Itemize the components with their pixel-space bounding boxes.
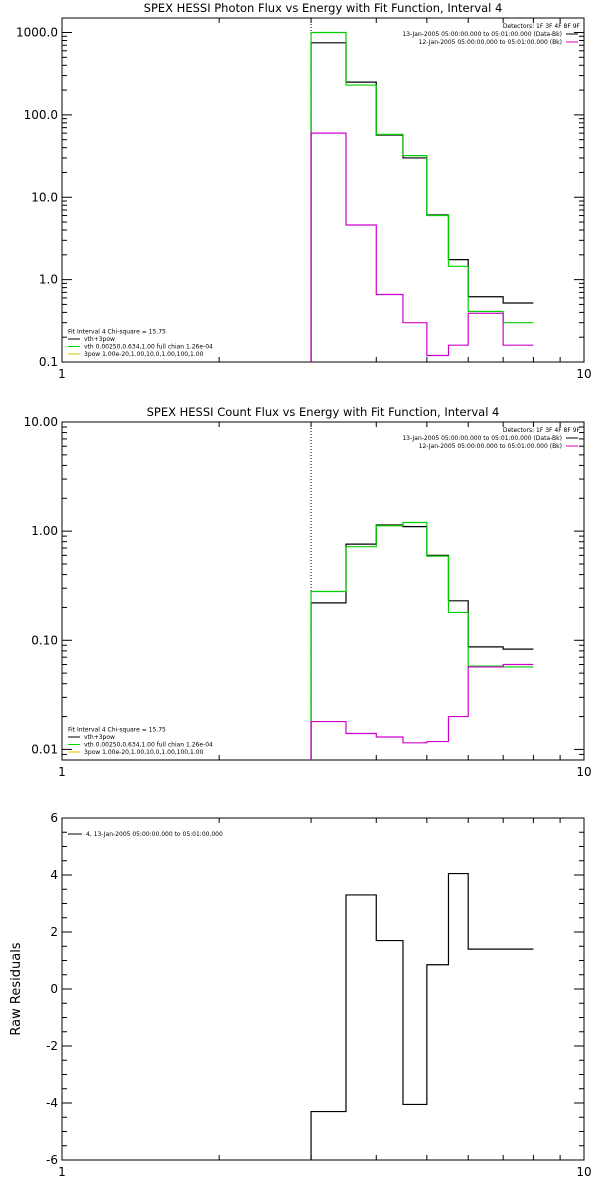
series-line-black <box>310 524 534 760</box>
legend-entry-text: vth 0.00250,0.634,1.00 full chian 1.26e-… <box>84 344 213 351</box>
y-tick-label: -4 <box>46 1096 58 1110</box>
legend-entry-text: Detectors: 1F 3F 4F 8F 9F <box>503 23 581 30</box>
chart-title: SPEX HESSI Count Flux vs Energy with Fit… <box>147 405 500 419</box>
legend-entry-text: Fit Interval 4 Chi-square = 15.75 <box>68 329 166 336</box>
y-tick-label: 100.0 <box>24 108 58 122</box>
series-line-black <box>310 872 534 1160</box>
legend-entry-text: vth+3pow <box>84 734 115 741</box>
legend-entry-text: 13-Jan-2005 05:00:00.000 to 05:01:00.000… <box>402 435 562 442</box>
y-tick-label: 0.01 <box>31 742 58 756</box>
x-tick-label: 10 <box>576 765 591 779</box>
y-tick-label: 1000.0 <box>16 26 58 40</box>
chart-panel-1: SPEX HESSI Photon Flux vs Energy with Fi… <box>16 1 592 381</box>
plot-frame <box>61 17 585 363</box>
series-line-magenta <box>310 663 534 760</box>
y-tick-label: 1.0 <box>39 273 58 287</box>
y-tick-label: 0 <box>50 982 58 996</box>
legend-entry-text: 13-Jan-2005 05:00:00.000 to 05:01:00.000… <box>402 31 562 38</box>
x-tick-label: 1 <box>58 765 66 779</box>
plot-frame <box>61 817 585 1161</box>
x-tick-label: 10 <box>576 1165 591 1179</box>
legend-left: Fit Interval 4 Chi-square = 15.75vth+3po… <box>68 329 213 358</box>
x-tick-label: 1 <box>58 367 66 381</box>
legend-entry-text: vth+3pow <box>84 336 115 343</box>
legend-entry-text: Fit Interval 4 Chi-square = 15.75 <box>68 727 166 734</box>
legend-entry-text: 4, 13-Jan-2005 05:00:00.000 to 05:01:00.… <box>86 831 223 838</box>
x-tick-label: 10 <box>576 367 591 381</box>
legend-left: Fit Interval 4 Chi-square = 15.75vth+3po… <box>68 727 213 756</box>
y-tick-label: 2 <box>50 925 58 939</box>
chart-panel-3: 1 10 -6 -4 -2 0 2 4 6 Raw Residuals 4, 13-Jan-2005… <box>9 811 592 1179</box>
y-tick-label: -6 <box>46 1153 58 1167</box>
y-axis-label: Raw Residuals <box>9 942 24 1035</box>
y-tick-label: 6 <box>50 811 58 825</box>
series-line-green <box>310 31 534 362</box>
y-tick-label: 1.00 <box>31 524 58 538</box>
series-line-magenta <box>310 132 534 362</box>
y-tick-label: -2 <box>46 1039 58 1053</box>
y-tick-label: 4 <box>50 868 58 882</box>
y-tick-label: 10.0 <box>31 190 58 204</box>
plot-frame <box>61 421 585 761</box>
legend-entry-text: 3pow 1.00e-20,1.00,10.0,1.00,100,1.00 <box>84 749 204 756</box>
series-line-green <box>310 521 534 760</box>
series-line-black <box>310 42 534 362</box>
y-tick-label: 10.00 <box>24 415 58 429</box>
chart-panel-2: SPEX HESSI Count Flux vs Energy with Fit… <box>24 405 592 779</box>
legend-entry-text: vth 0.00250,0.634,1.00 full chian 1.26e-… <box>84 742 213 749</box>
legend-entry-text: 3pow 1.00e-20,1.00,10.0,1.00,100,1.00 <box>84 351 204 358</box>
x-tick-label: 1 <box>58 1165 66 1179</box>
y-tick-label: 0.10 <box>31 633 58 647</box>
legend-left: 4, 13-Jan-2005 05:00:00.000 to 05:01:00.… <box>68 831 223 838</box>
chart-title: SPEX HESSI Photon Flux vs Energy with Fi… <box>144 1 503 15</box>
y-tick-label: 0.1 <box>39 355 58 369</box>
legend-entry-text: 12-Jan-2005 05:00:00.000 to 05:01:00.000… <box>419 443 562 450</box>
legend-entry-text: 12-Jan-2005 05:00:00.000 to 05:01:00.000… <box>419 39 562 46</box>
legend-entry-text: Detectors: 1F 3F 4F 8F 9F <box>503 427 581 434</box>
